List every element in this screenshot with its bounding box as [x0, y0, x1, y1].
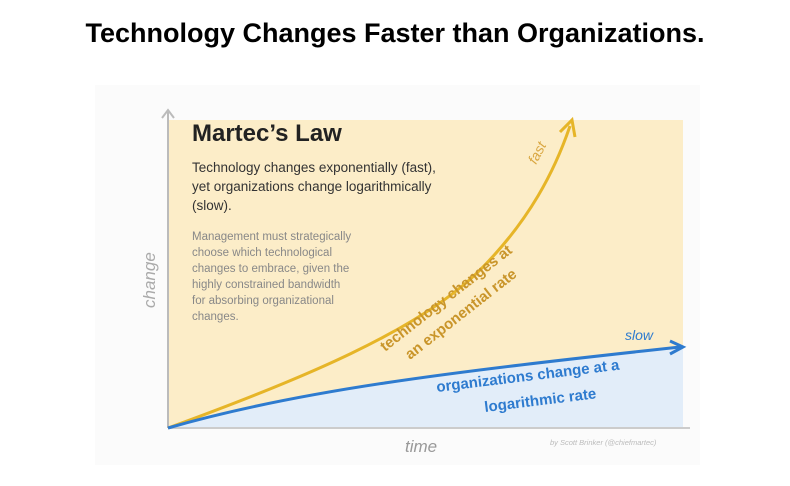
body-line: Management must strategically — [192, 231, 351, 243]
headline: Technology Changes Faster than Organizat… — [85, 18, 705, 48]
x-axis-label: time — [405, 437, 437, 456]
org-arrow-icon — [669, 339, 687, 356]
org-area — [168, 347, 683, 428]
body-line: highly constrained bandwidth — [192, 279, 340, 291]
body-line: changes to embrace, given the — [192, 263, 349, 275]
subtitle-line: (slow). — [192, 198, 232, 213]
body-line: for absorbing organizational — [192, 295, 334, 307]
subtitle-line: yet organizations change logarithmically — [192, 179, 432, 194]
subtitle-line: Technology changes exponentially (fast), — [192, 160, 436, 175]
org-curve — [167, 345, 681, 430]
y-axis-arrow-icon — [161, 108, 175, 119]
figure-title: Martec’s Law — [192, 120, 342, 147]
tech-curve — [167, 125, 572, 430]
body-line: choose which technological — [192, 247, 332, 259]
body-line: changes. — [192, 311, 239, 323]
y-axis-label: change — [140, 252, 159, 308]
slow-label: slow — [625, 327, 654, 343]
credit: by Scott Brinker (@chiefmartec) — [550, 438, 657, 447]
tech-arrow-icon — [558, 116, 577, 138]
